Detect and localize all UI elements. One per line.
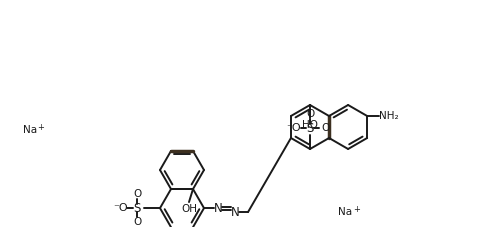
Text: O: O [133, 217, 141, 227]
Text: S: S [133, 202, 141, 215]
Text: OH: OH [181, 204, 197, 214]
Text: +: + [354, 205, 361, 214]
Text: O: O [321, 123, 329, 133]
Text: Na: Na [23, 125, 37, 135]
Text: +: + [38, 123, 45, 131]
Text: HO: HO [302, 120, 318, 130]
Text: N: N [214, 202, 222, 215]
Text: S: S [306, 121, 314, 135]
Text: NH₂: NH₂ [379, 111, 399, 121]
Text: O: O [306, 109, 314, 119]
Text: N: N [231, 206, 240, 219]
Text: ⁻O: ⁻O [114, 203, 128, 213]
Text: O: O [133, 189, 141, 199]
Text: Na: Na [338, 207, 352, 217]
Text: ⁻O: ⁻O [287, 123, 301, 133]
